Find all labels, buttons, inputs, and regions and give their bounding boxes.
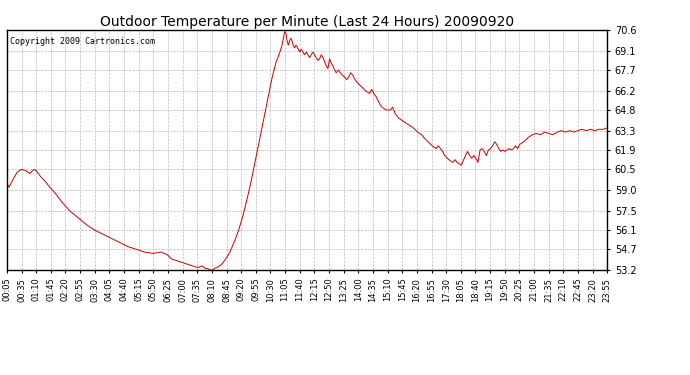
Text: Copyright 2009 Cartronics.com: Copyright 2009 Cartronics.com — [10, 37, 155, 46]
Title: Outdoor Temperature per Minute (Last 24 Hours) 20090920: Outdoor Temperature per Minute (Last 24 … — [100, 15, 514, 29]
